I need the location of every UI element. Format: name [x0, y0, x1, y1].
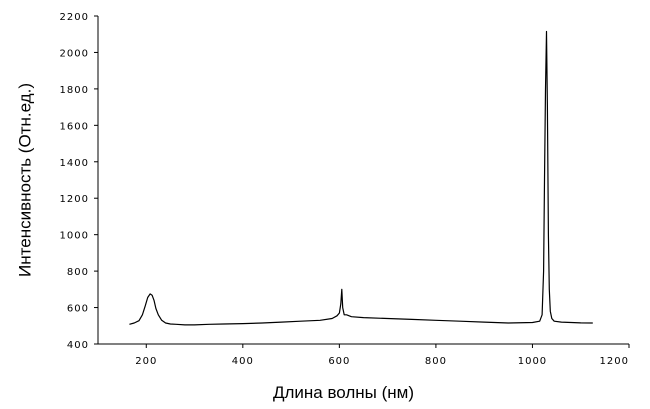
y-tick-label: 400 — [67, 340, 89, 351]
x-axis-title: Длина волны (нм) — [273, 383, 414, 402]
y-tick-label: 2000 — [60, 48, 89, 59]
y-tick-label: 1400 — [60, 158, 89, 169]
y-tick-label: 600 — [67, 304, 89, 315]
y-tick-label: 2200 — [60, 12, 89, 23]
y-axis-title: Интенсивность (Отн.ед.) — [15, 83, 34, 277]
y-tick-label: 1600 — [60, 121, 89, 132]
series-line-0 — [129, 30, 593, 326]
y-axis-ticks: 400 600 800 1000 1200 1400 1600 1800 2000 2200 — [60, 12, 98, 351]
x-tick-label: 400 — [232, 356, 254, 367]
y-tick-label: 1000 — [60, 231, 89, 242]
y-tick-label: 1200 — [60, 194, 89, 205]
x-tick-label: 1200 — [600, 356, 629, 367]
x-tick-label: 1000 — [518, 356, 547, 367]
x-tick-label: 600 — [328, 356, 350, 367]
y-tick-label: 800 — [67, 267, 89, 278]
x-tick-label: 800 — [425, 356, 447, 367]
series-group — [129, 30, 593, 326]
y-tick-label: 1800 — [60, 85, 89, 96]
x-axis-ticks: 200 400 600 800 1000 1200 — [135, 344, 630, 367]
x-tick-label: 200 — [135, 356, 157, 367]
